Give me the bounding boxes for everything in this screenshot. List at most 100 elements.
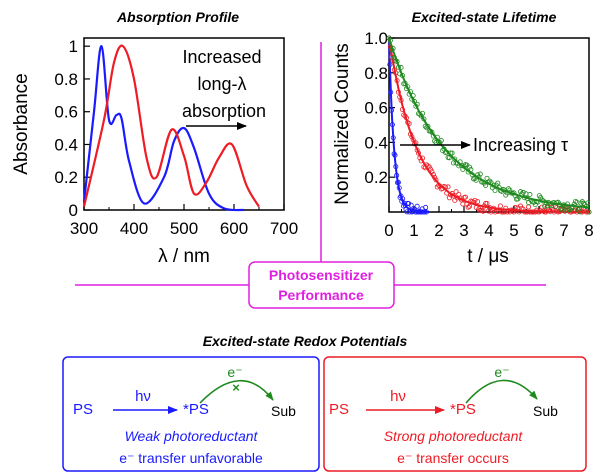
lifetime-x-tick-label: 4 (484, 221, 493, 240)
lifetime-point-1 (497, 203, 503, 209)
absorption-series (82, 44, 260, 212)
weak-hv: hν (135, 388, 151, 405)
lifetime-point-0 (414, 203, 420, 209)
lifetime-point-2 (505, 186, 511, 192)
lifetime-point-2 (585, 200, 591, 206)
absorption-xlabel: λ / nm (158, 246, 210, 267)
lifetime-point-1 (453, 189, 459, 195)
lifetime-point-1 (472, 197, 478, 203)
lifetime-ylabel: Normalized Counts (332, 43, 353, 205)
lifetime-point-2 (483, 183, 489, 189)
lifetime-y-tick-label: 0.6 (364, 99, 388, 118)
lifetime-x-tick-label: 5 (509, 221, 518, 240)
weak-electron: e⁻ (227, 364, 242, 380)
strong-hv: hν (390, 388, 406, 405)
lifetime-point-1 (467, 203, 473, 209)
lifetime-point-1 (445, 184, 451, 190)
lifetime-point-1 (433, 177, 439, 183)
absorption-y-tick-label: 0.6 (54, 103, 78, 122)
lifetime-point-2 (520, 189, 526, 195)
lifetime-y-tick-label: 0.8 (364, 64, 388, 83)
absorption-y-ticks: 0 0.2 0.4 0.6 0.8 1 (54, 37, 90, 220)
lifetime-point-1 (526, 204, 532, 210)
lifetime-point-1 (460, 201, 466, 207)
lifetime-fit-line-1 (388, 37, 589, 213)
strong-ps-star: *PS (450, 401, 476, 418)
weak-box (62, 356, 320, 472)
absorption-panel: Absorption Profile 0 0.2 0.4 0.6 0.8 1 300 400… (11, 9, 298, 267)
lifetime-xlabel: t / μs (467, 246, 509, 267)
absorption-x-ticks: 300 400 500 600 700 (70, 204, 298, 238)
lifetime-fit-line-2 (388, 37, 590, 209)
lifetime-x-tick-label: 8 (584, 221, 593, 240)
lifetime-plot-frame (388, 37, 590, 213)
lifetime-point-2 (467, 164, 473, 170)
lifetime-x-tick-label: 0 (384, 221, 393, 240)
lifetime-point-2 (577, 209, 583, 215)
absorption-y-tick-label: 0 (69, 201, 78, 220)
lifetime-point-1 (479, 207, 485, 213)
lifetime-point-1 (480, 208, 486, 214)
weak-ps-star: *PS (183, 401, 209, 418)
weak-sub: Sub (271, 403, 296, 419)
absorption-x-tick-label: 600 (220, 219, 248, 238)
weak-ps: PS (73, 401, 93, 418)
absorption-x-tick-label: 300 (70, 219, 98, 238)
absorption-title: Absorption Profile (116, 9, 239, 25)
absorption-y-tick-label: 0.8 (54, 70, 78, 89)
lifetime-x-tick-label: 3 (459, 221, 468, 240)
lifetime-panel: Excited-state Lifetime 0.2 0.4 0.6 0.8 1.0 0… (332, 9, 594, 267)
lifetime-point-2 (473, 177, 479, 183)
strong-electron: e⁻ (494, 364, 509, 380)
lifetime-point-2 (446, 155, 452, 161)
lifetime-y-tick-label: 0.4 (364, 133, 388, 152)
redox-title: Excited-state Redox Potentials (203, 333, 408, 349)
strong-caption2: e⁻ transfer occurs (397, 450, 509, 466)
strong-caption1: Strong photoreductant (384, 428, 524, 444)
lifetime-point-2 (492, 188, 498, 194)
absorption-y-tick-label: 0.4 (54, 135, 78, 154)
lifetime-point-1 (446, 195, 452, 201)
lifetime-point-0 (423, 204, 429, 210)
lifetime-point-2 (532, 202, 538, 208)
photosensitizer-label-line2: Performance (278, 287, 364, 303)
lifetime-x-tick-label: 7 (559, 221, 568, 240)
lifetime-point-2 (558, 206, 564, 212)
lifetime-point-2 (527, 192, 533, 198)
lifetime-point-0 (408, 202, 414, 208)
weak-electron-arrow (199, 379, 274, 404)
photosensitizer-box (248, 261, 395, 309)
lifetime-point-2 (495, 180, 501, 186)
absorption-y-tick-label: 0.2 (54, 168, 78, 187)
lifetime-point-1 (452, 197, 458, 203)
absorption-x-tick-label: 400 (120, 219, 148, 238)
weak-caption1: Weak photoreductant (125, 428, 259, 444)
lifetime-point-2 (477, 171, 483, 177)
strong-electron-arrow (465, 379, 538, 404)
strong-box (323, 356, 587, 472)
lifetime-fit-line-0 (388, 37, 427, 213)
lifetime-y-tick-label: 0.2 (364, 168, 388, 187)
lifetime-series (386, 35, 592, 215)
absorption-series-line-0 (82, 45, 245, 212)
lifetime-point-2 (449, 150, 455, 156)
absorption-x-tick-label: 700 (270, 219, 298, 238)
lifetime-point-1 (475, 199, 481, 205)
strong-ps: PS (329, 401, 349, 418)
absorption-y-tick-label: 1 (69, 37, 78, 56)
lifetime-title: Excited-state Lifetime (412, 9, 557, 25)
absorption-x-tick-label: 500 (170, 219, 198, 238)
absorption-annotation-line2: long-λ (197, 74, 246, 94)
photosensitizer-label-line1: Photosensitizer (269, 267, 374, 283)
lifetime-point-0 (406, 201, 412, 207)
lifetime-point-2 (586, 209, 592, 215)
weak-photoreductant-panel: PS hν *PS e⁻ × Sub Weak photoreductant e… (62, 356, 320, 472)
lifetime-y-ticks: 0.2 0.4 0.6 0.8 1.0 (364, 29, 395, 187)
weak-caption2: e⁻ transfer unfavorable (119, 450, 263, 466)
absorption-series-line-1 (82, 44, 260, 208)
lifetime-point-2 (573, 198, 579, 204)
lifetime-annotation: Increasing τ (473, 135, 568, 155)
lifetime-x-tick-label: 6 (534, 221, 543, 240)
lifetime-y-tick-label: 1.0 (364, 29, 388, 48)
lifetime-x-tick-label: 2 (434, 221, 443, 240)
